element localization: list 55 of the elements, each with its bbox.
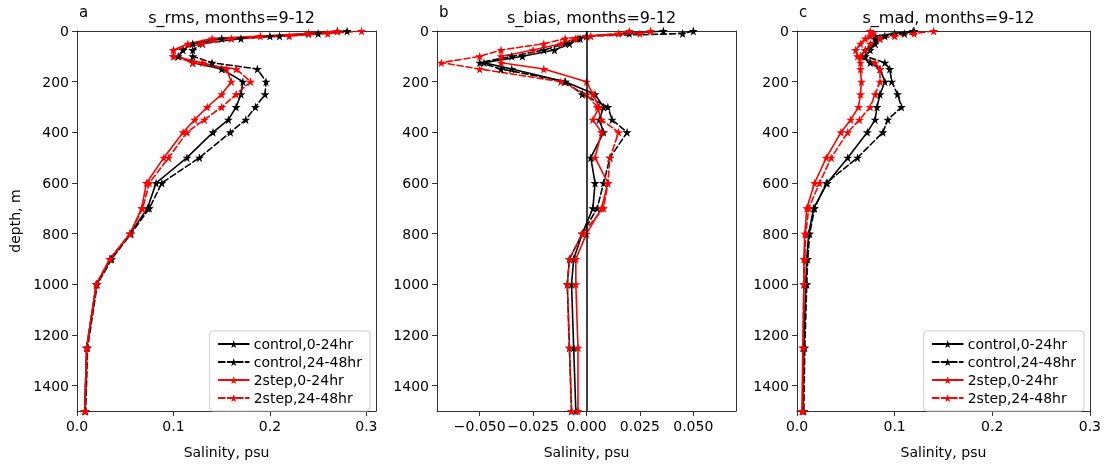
x-tick-label: 0.2 <box>258 418 282 434</box>
legend-label: control,0-24hr <box>967 336 1068 352</box>
y-tick-label: 1400 <box>753 377 789 394</box>
text: b <box>439 2 449 21</box>
y-tick-label: 1400 <box>393 377 429 394</box>
chart-title: s_rms, months=9-12 <box>148 7 315 28</box>
x-tick-label: −0.050 <box>453 418 506 434</box>
y-tick-label: 400 <box>762 124 789 141</box>
x-tick-label: 0.025 <box>619 418 660 434</box>
y-tick-label: 800 <box>402 225 429 242</box>
y-tick-label: 0 <box>780 23 789 39</box>
legend-label: 2step,0-24hr <box>967 372 1058 388</box>
x-tick-label: 0.1 <box>162 418 185 434</box>
x-tick-label: 0.0 <box>65 418 89 434</box>
legend-label: control,0-24hr <box>253 336 354 352</box>
y-tick-label: 200 <box>402 73 429 90</box>
y-tick-label: 1000 <box>33 276 69 293</box>
y-tick-label: 400 <box>42 124 69 141</box>
y-tick-label: 1200 <box>753 327 789 343</box>
legend-label: control,24-48hr <box>253 354 363 370</box>
y-tick-label: 1000 <box>753 276 789 293</box>
y-axis-title: depth, m <box>7 189 24 253</box>
y-tick-label: 1200 <box>33 327 69 343</box>
x-axis-title: Salinity, psu <box>543 444 630 460</box>
x-tick-label: 0.0 <box>785 418 809 434</box>
y-tick-label: 800 <box>42 225 69 242</box>
x-tick-label: 0.1 <box>883 418 906 434</box>
y-tick-label: 0 <box>420 23 429 39</box>
x-tick-label: 0.050 <box>673 418 714 434</box>
legend-label: 2step,24-48hr <box>967 390 1067 406</box>
y-tick-label: 0 <box>60 23 69 39</box>
x-tick-label: 0.000 <box>566 418 607 434</box>
x-tick-label: 0.2 <box>981 418 1004 434</box>
x-tick-label: 0.3 <box>1078 418 1101 434</box>
legend-label: control,24-48hr <box>967 354 1077 370</box>
y-tick-label: 600 <box>402 175 429 191</box>
y-tick-label: 1200 <box>393 327 429 343</box>
text: c <box>799 2 808 21</box>
y-tick-label: 200 <box>42 73 69 90</box>
text: a <box>79 2 89 21</box>
y-tick-label: 800 <box>762 225 789 242</box>
x-axis-title: Salinity, psu <box>900 444 987 460</box>
x-axis-title: Salinity, psu <box>183 444 270 460</box>
y-tick-label: 1400 <box>33 377 69 394</box>
y-tick-label: 200 <box>762 73 789 90</box>
y-tick-label: 400 <box>402 124 429 141</box>
y-tick-label: 600 <box>762 175 789 191</box>
chart-title: s_mad, months=9-12 <box>862 7 1035 28</box>
legend-label: 2step,24-48hr <box>253 390 353 406</box>
y-tick-label: 1000 <box>393 276 429 293</box>
x-tick-label: −0.025 <box>507 418 560 434</box>
y-tick-label: 600 <box>42 175 69 191</box>
chart-title: s_bias, months=9-12 <box>506 7 677 28</box>
legend-label: 2step,0-24hr <box>253 372 344 388</box>
x-tick-label: 0.3 <box>355 418 378 434</box>
